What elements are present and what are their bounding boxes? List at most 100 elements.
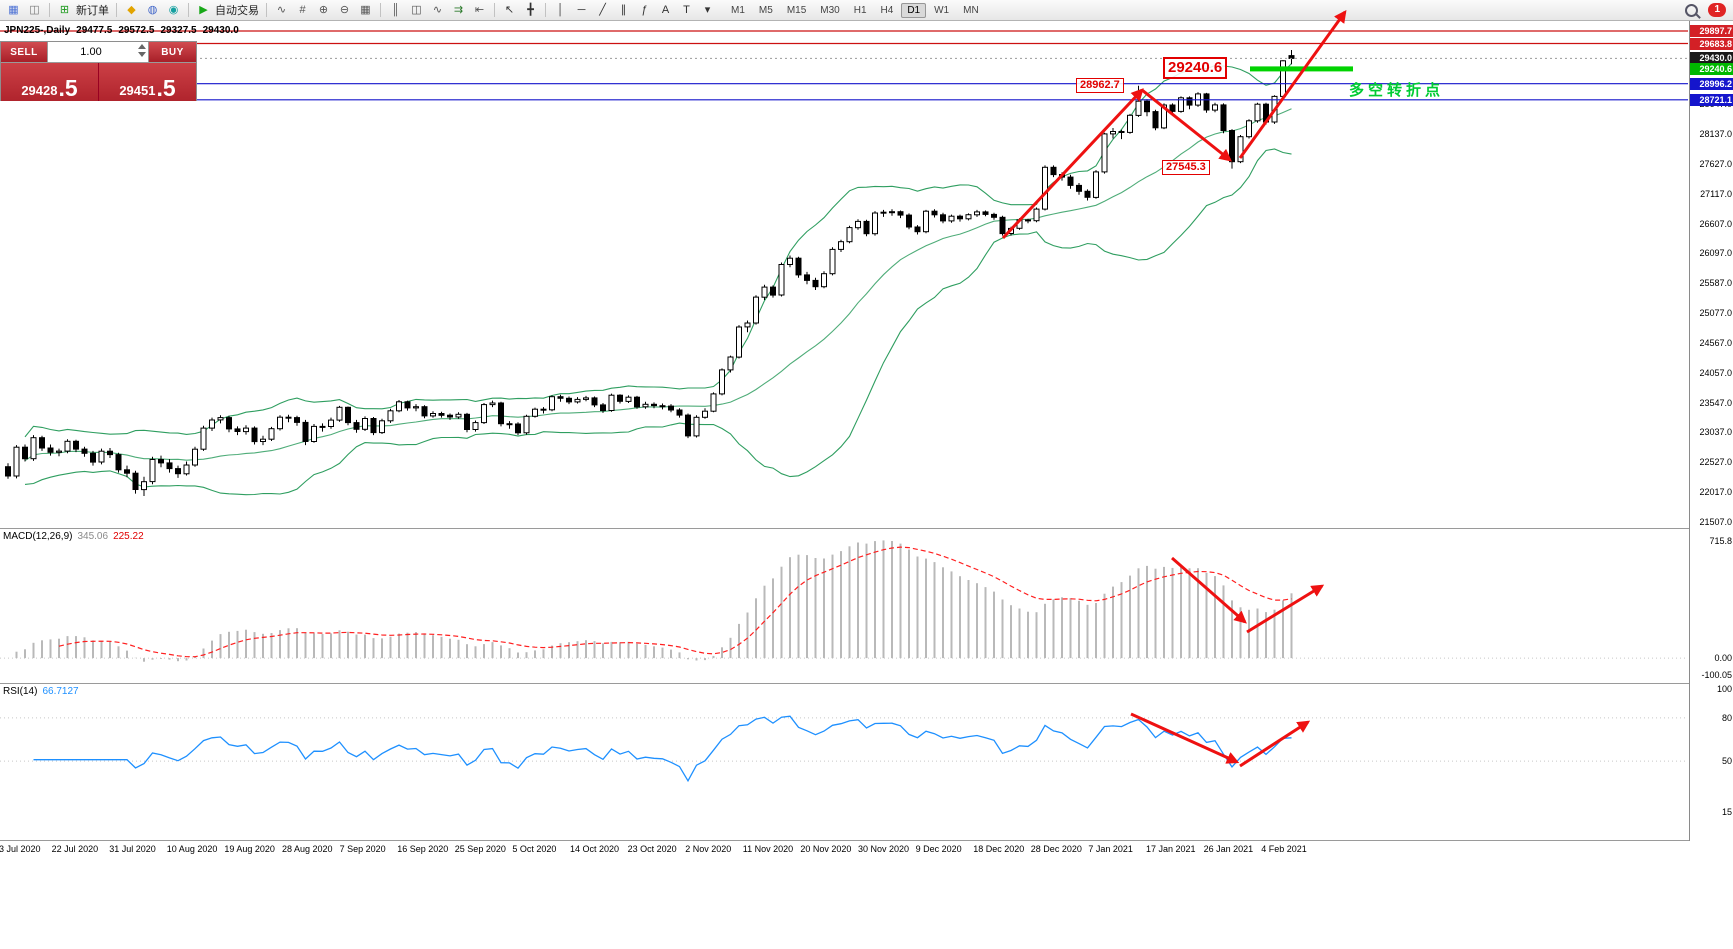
price-tick: 25587.0 <box>1699 278 1732 289</box>
time-axis-label: 2 Nov 2020 <box>685 844 732 854</box>
bid-price-frac: .5 <box>58 74 78 101</box>
macd-label: MACD(12,26,9) 345.06 225.22 <box>3 531 144 542</box>
close-value: 29430.0 <box>202 25 239 36</box>
label-icon[interactable]: T <box>683 4 690 16</box>
timeframe-button-H1[interactable]: H1 <box>853 4 867 16</box>
time-axis-label: 28 Aug 2020 <box>282 844 333 854</box>
price-tick: 23547.0 <box>1699 397 1732 408</box>
time-axis-label: 18 Dec 2020 <box>973 844 1025 854</box>
time-axis-label: 7 Jan 2021 <box>1088 844 1133 854</box>
buy-button[interactable]: BUY <box>149 42 196 62</box>
search-icon[interactable] <box>1681 1 1702 19</box>
chart-ohlc-readout: JPN225-,Daily 29477.5 29572.5 29327.5 29430.… <box>4 25 245 36</box>
tile-windows-icon[interactable]: ▦ <box>360 4 371 16</box>
rsi-label: RSI(14) 66.7127 <box>3 686 79 697</box>
objects-list-icon[interactable]: # <box>299 4 306 16</box>
toolbar-separator <box>266 3 267 17</box>
autotrade-button-label[interactable]: 自动交易 <box>215 5 259 17</box>
sell-button[interactable]: SELL <box>1 42 47 62</box>
bar-chart-type-icon[interactable]: ║ <box>391 4 400 16</box>
macd-name: MACD(12,26,9) <box>3 531 73 542</box>
macd-signal-value: 225.22 <box>113 531 144 542</box>
new-order-button-label[interactable]: 新订单 <box>76 5 109 17</box>
timeframe-button-W1[interactable]: W1 <box>934 4 950 16</box>
trendline-icon[interactable]: ╱ <box>599 4 606 16</box>
indicator-list-icon[interactable]: ∿ <box>276 4 287 16</box>
time-axis-label: 28 Dec 2020 <box>1030 844 1082 854</box>
time-axis-label: 25 Sep 2020 <box>454 844 506 854</box>
fibonacci-icon[interactable]: ƒ <box>641 4 648 16</box>
signals-icon[interactable]: ◉ <box>168 4 179 16</box>
price-tick: 22527.0 <box>1699 457 1732 468</box>
volume-input[interactable] <box>48 42 134 62</box>
bid-price-main: 29428 <box>21 83 58 98</box>
annotation-trough-price[interactable]: 27545.3 <box>1162 160 1210 175</box>
autotrade-button[interactable]: ▶ <box>199 4 208 16</box>
timeframe-button-M5[interactable]: M5 <box>758 4 773 16</box>
macd-axis-value: 0.00 <box>1714 653 1732 664</box>
channel-icon[interactable]: ∥ <box>620 4 627 16</box>
time-axis-label: 26 Jan 2021 <box>1203 844 1254 854</box>
macd-axis-value: -100.05 <box>1701 669 1732 680</box>
mql-community-icon[interactable]: ◆ <box>127 4 136 16</box>
high-value: 29572.5 <box>118 25 155 36</box>
crosshair-icon[interactable]: ╋ <box>527 4 534 16</box>
text-icon[interactable]: A <box>661 4 670 16</box>
toolbar-separator <box>49 3 50 17</box>
toolbar-separator <box>494 3 495 17</box>
profile-icon[interactable]: ◫ <box>29 4 40 16</box>
rsi-value: 66.7127 <box>42 686 79 697</box>
timeframe-button-H4[interactable]: H4 <box>880 4 894 16</box>
toolbar-group: ∿ # ⊕ ⊖ ▦ <box>271 1 376 19</box>
time-axis[interactable]: 13 Jul 2020 22 Jul 2020 31 Jul 2020 10 Aug … <box>0 841 1689 859</box>
bid-price-button[interactable]: 29428 .5 <box>1 63 99 101</box>
vertical-line-icon[interactable]: │ <box>557 4 564 16</box>
price-tag: 29683.8 <box>1690 37 1733 50</box>
volume-down-icon[interactable] <box>138 52 146 57</box>
auto-scroll-icon[interactable]: ⇉ <box>453 4 464 16</box>
chart-shift-icon[interactable]: ⇤ <box>474 4 485 16</box>
annotation-pivot-note[interactable]: 多空转折点 <box>1349 82 1445 99</box>
toolbar-group: ▶ 自动交易 <box>193 1 262 19</box>
arrows-tool-icon[interactable]: ▾ <box>704 4 711 16</box>
horizontal-line-icon[interactable]: ─ <box>577 4 586 16</box>
toolbar-group: ⊞ 新订单 <box>54 1 112 19</box>
time-axis-label: 10 Aug 2020 <box>166 844 218 854</box>
time-axis-label: 14 Oct 2020 <box>570 844 620 854</box>
price-axis[interactable]: 28647.028137.027627.027117.026607.026097… <box>1689 21 1733 841</box>
macd-pane-separator[interactable] <box>0 528 1733 529</box>
time-axis-label: 16 Sep 2020 <box>397 844 449 854</box>
market-icon[interactable]: ◍ <box>147 4 158 16</box>
zoom-out-icon[interactable]: ⊖ <box>339 4 350 16</box>
notification-badge[interactable]: 1 <box>1708 3 1726 17</box>
price-tag: 29897.7 <box>1690 25 1733 37</box>
annotation-resistance-price[interactable]: 29240.6 <box>1163 57 1228 79</box>
charts-window-icon[interactable]: ▦ <box>8 4 19 16</box>
volume-spinner <box>138 44 146 57</box>
volume-box <box>47 42 149 62</box>
price-tick: 27117.0 <box>1700 188 1732 199</box>
timeframe-button-M30[interactable]: M30 <box>820 4 840 16</box>
timeframe-button-D1[interactable]: D1 <box>901 2 927 18</box>
price-tag: 28996.2 <box>1690 77 1733 90</box>
candlestick-type-icon[interactable]: ◫ <box>411 4 422 16</box>
price-tick: 23037.0 <box>1699 427 1732 438</box>
new-order-button[interactable]: ⊞ <box>59 4 70 16</box>
cursor-icon[interactable]: ↖ <box>504 4 515 16</box>
price-tick: 27627.0 <box>1699 158 1732 169</box>
timeframe-button-MN[interactable]: MN <box>963 4 979 16</box>
timeframe-button-M1[interactable]: M1 <box>731 4 745 16</box>
price-tick: 26607.0 <box>1699 218 1732 229</box>
ask-price-button[interactable]: 29451 .5 <box>99 63 196 101</box>
line-chart-type-icon[interactable]: ∿ <box>432 4 443 16</box>
toolbar-right: 1 <box>1681 1 1730 19</box>
annotation-peak-price[interactable]: 28962.7 <box>1076 78 1124 93</box>
zoom-in-icon[interactable]: ⊕ <box>318 4 329 16</box>
toolbar-group: ◆ ◍ ◉ <box>121 1 184 19</box>
rsi-pane-separator[interactable] <box>0 683 1733 684</box>
volume-up-icon[interactable] <box>138 44 146 49</box>
timeframe-button-M15[interactable]: M15 <box>786 4 807 16</box>
price-tick: 22017.0 <box>1699 487 1732 498</box>
